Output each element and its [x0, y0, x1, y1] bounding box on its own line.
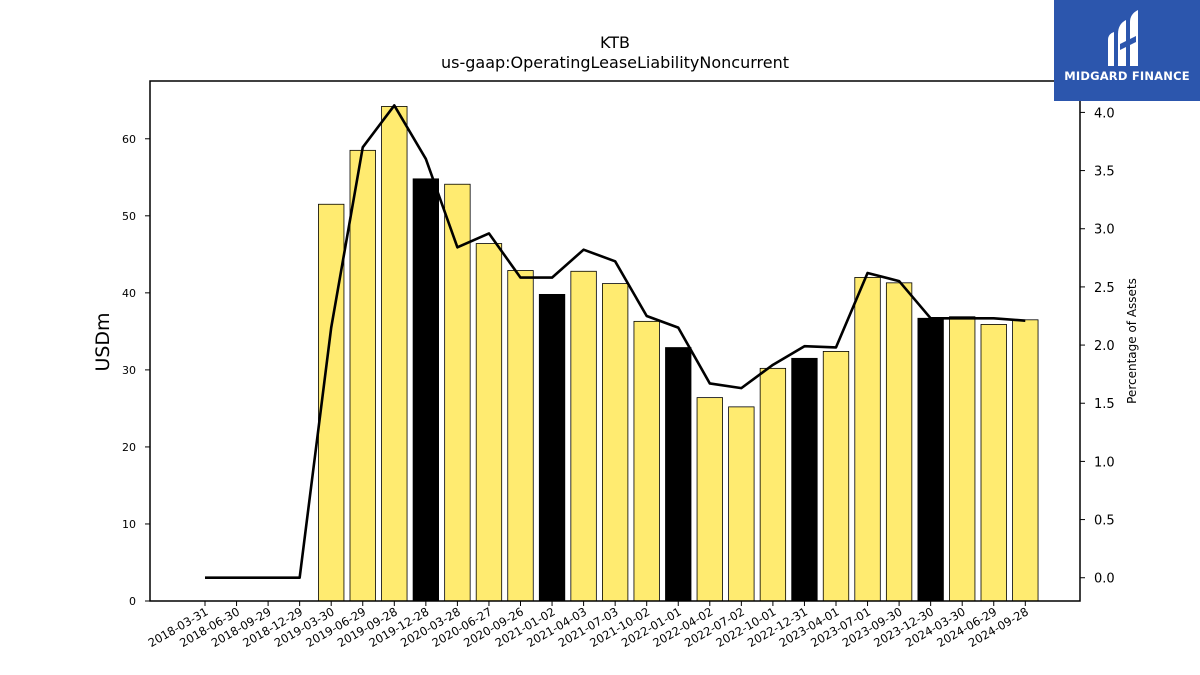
y-tick-label: 30 [122, 364, 136, 377]
y-tick-label: 40 [122, 287, 136, 300]
bar-2021-04-03 [570, 270, 597, 602]
line-series [205, 104, 1026, 580]
logo-mark-icon [1108, 10, 1138, 66]
y-tick-label: 0 [129, 595, 136, 608]
chart-title: KTB [600, 33, 630, 52]
bar-2020-09-26 [507, 270, 534, 602]
y2-tick-label: 2.0 [1094, 339, 1115, 354]
bar-2023-07-01 [854, 277, 881, 602]
y2-tick-label: 0.0 [1094, 572, 1115, 587]
bar-2023-04-01 [822, 350, 850, 602]
y2-tick-label: 4.0 [1094, 106, 1115, 121]
y2-tick-label: 3.5 [1094, 165, 1115, 180]
bar-2021-10-02 [633, 320, 660, 602]
y2-tick-label: 1.5 [1094, 397, 1115, 412]
y-tick-label: 50 [122, 210, 136, 223]
bar-2022-01-01 [665, 347, 692, 602]
bar-2024-09-28 [1012, 319, 1039, 602]
y-tick-label: 10 [122, 518, 136, 531]
y2-tick-label: 1.0 [1094, 455, 1115, 470]
bar-2024-03-30 [949, 316, 976, 602]
bar-2020-03-28 [444, 183, 471, 602]
bar-2019-12-28 [412, 178, 440, 602]
y2-tick-label: 2.5 [1094, 281, 1115, 296]
bar-2022-10-01 [759, 367, 787, 602]
bar-2023-09-30 [885, 282, 913, 602]
bar-2022-04-02 [696, 397, 723, 602]
chart-subtitle: us-gaap:OperatingLeaseLiabilityNoncurren… [441, 53, 789, 72]
y2-axis-label: Percentage of Assets [1125, 278, 1139, 404]
y-axis-label: USDm [92, 312, 114, 371]
bar-series [318, 106, 1039, 602]
brand-logo: MIDGARD FINANCE [1054, 0, 1200, 101]
bar-2022-07-02 [728, 406, 755, 602]
bar-2019-06-29 [349, 149, 376, 602]
bar-2021-07-03 [602, 283, 629, 602]
y2-tick-label: 3.0 [1094, 223, 1115, 238]
bar-2023-12-30 [917, 317, 944, 602]
percentage-of-assets-line [205, 104, 1026, 580]
bar-2022-12-31 [791, 357, 818, 602]
bar-2021-01-02 [538, 293, 566, 602]
y2-tick-label: 0.5 [1094, 514, 1115, 529]
y-tick-label: 20 [122, 441, 136, 454]
bar-2019-09-28 [381, 106, 408, 602]
bar-2024-06-29 [980, 324, 1007, 602]
bar-2020-06-27 [475, 243, 503, 602]
logo-text: MIDGARD FINANCE [1064, 69, 1190, 83]
y-tick-label: 60 [122, 133, 136, 146]
